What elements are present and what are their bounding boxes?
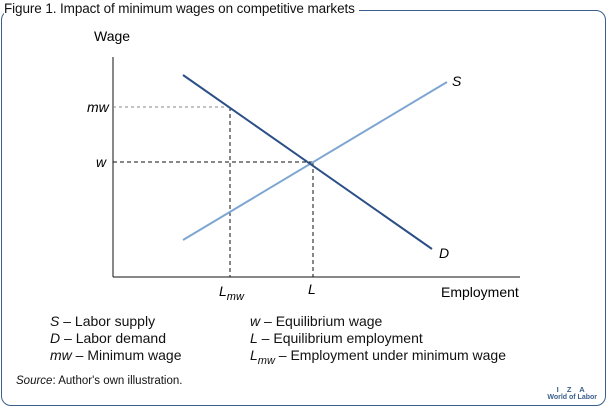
x-tick-lmw-main: L bbox=[219, 283, 227, 299]
legend-item-lmw: Lmw – Employment under minimum wage bbox=[250, 347, 507, 367]
x-tick-l: L bbox=[308, 281, 316, 297]
legend-column-1: S – Labor supply D – Labor demand mw – M… bbox=[50, 313, 181, 364]
demand-label: D bbox=[439, 245, 449, 261]
legend-item-supply: S – Labor supply bbox=[50, 313, 156, 329]
demand-curve bbox=[182, 74, 433, 250]
legend-item-demand: D – Labor demand bbox=[50, 330, 166, 346]
y-axis-label: Wage bbox=[94, 28, 130, 44]
supply-label: S bbox=[452, 73, 462, 89]
legend-column-2: w – Equilibrium wage L – Equilibrium emp… bbox=[250, 313, 507, 367]
legend-item-eq-employment: L – Equilibrium employment bbox=[250, 330, 423, 346]
x-axis-label: Employment bbox=[441, 284, 519, 300]
source-note: Source: Author's own illustration. bbox=[16, 375, 183, 387]
legend-item-min-wage: mw – Minimum wage bbox=[50, 347, 182, 363]
iza-logo: I Z A World of Labor bbox=[547, 385, 597, 402]
supply-curve bbox=[182, 81, 448, 241]
legend-item-eq-wage: w – Equilibrium wage bbox=[250, 313, 383, 329]
x-tick-lmw-sub: mw bbox=[227, 291, 245, 303]
figure-title: Figure 1. Impact of minimum wages on com… bbox=[4, 1, 359, 16]
y-tick-w: w bbox=[96, 154, 107, 170]
x-tick-lmw: Lmw bbox=[219, 283, 245, 303]
y-tick-mw: mw bbox=[87, 99, 110, 115]
